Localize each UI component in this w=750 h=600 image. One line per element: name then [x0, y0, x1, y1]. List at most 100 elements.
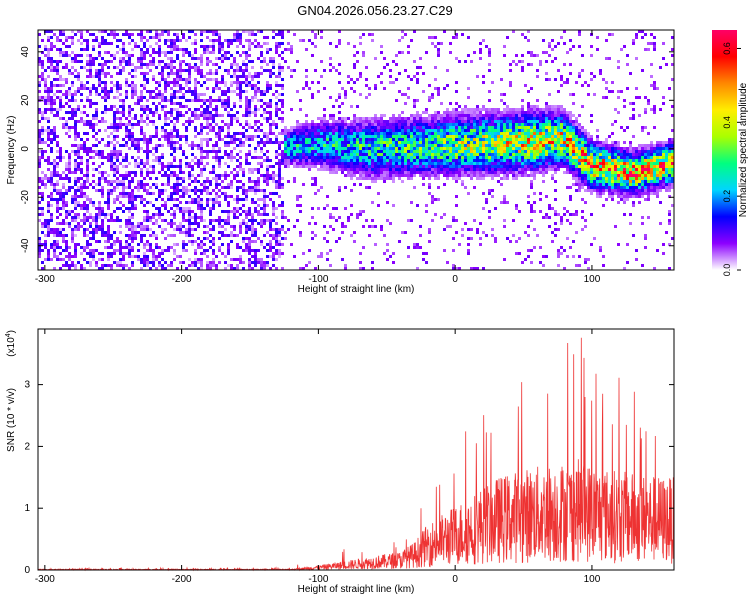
spectrogram-cell	[125, 159, 128, 162]
spectrogram-cell	[296, 219, 299, 222]
spectrogram-cell	[224, 84, 227, 87]
spectrogram-cell	[140, 129, 143, 132]
spectrogram-cell	[266, 171, 269, 174]
spectrogram-cell	[116, 84, 119, 87]
spectrogram-cell	[155, 156, 158, 159]
spectrogram-cell	[260, 54, 263, 57]
spectrogram-cell	[392, 153, 395, 156]
spectrogram-cell	[401, 123, 404, 126]
spectrogram-cell	[77, 39, 80, 42]
spectrogram-cell	[92, 39, 95, 42]
spectrogram-cell	[308, 132, 311, 135]
spectrogram-cell	[383, 147, 386, 150]
spectrogram-cell	[155, 255, 158, 258]
spectrogram-cell	[56, 171, 59, 174]
spectrogram-cell	[188, 189, 191, 192]
spectrogram-cell	[326, 147, 329, 150]
spectrogram-cell	[107, 213, 110, 216]
spectrogram-cell	[299, 132, 302, 135]
spectrogram-cell	[479, 57, 482, 60]
spectrogram-cell	[407, 150, 410, 153]
spectrogram-cell	[197, 108, 200, 111]
spectrogram-cell	[311, 126, 314, 129]
spectrogram-cell	[473, 165, 476, 168]
spectrogram-cell	[233, 213, 236, 216]
spectrogram-cell	[131, 177, 134, 180]
spectrogram-cell	[50, 30, 53, 33]
spectrogram-cell	[464, 171, 467, 174]
spectrogram-cell	[143, 75, 146, 78]
spectrogram-cell	[92, 144, 95, 147]
spectrogram-cell	[101, 138, 104, 141]
spectrogram-cell	[326, 195, 329, 198]
spectrogram-cell	[431, 150, 434, 153]
spectrogram-cell	[140, 258, 143, 261]
spectrogram-cell	[149, 219, 152, 222]
spectrogram-cell	[119, 93, 122, 96]
spectrogram-cell	[431, 126, 434, 129]
spectrogram-cell	[80, 177, 83, 180]
spectrogram-cell	[263, 189, 266, 192]
spectrogram-cell	[95, 75, 98, 78]
spectrogram-cell	[155, 186, 158, 189]
spectrogram-cell	[272, 234, 275, 237]
spectrogram-cell	[413, 117, 416, 120]
spectrogram-cell	[347, 144, 350, 147]
spectrogram-cell	[392, 177, 395, 180]
spectrogram-cell	[161, 30, 164, 33]
spectrogram-cell	[365, 156, 368, 159]
spectrogram-cell	[98, 78, 101, 81]
spectrogram-cell	[437, 48, 440, 51]
spectrogram-cell	[254, 228, 257, 231]
spectrogram-cell	[149, 171, 152, 174]
spectrogram-cell	[149, 111, 152, 114]
spectrogram-cell	[311, 141, 314, 144]
spectrogram-cell	[119, 57, 122, 60]
spectrogram-cell	[290, 144, 293, 147]
spectrogram-cell	[374, 165, 377, 168]
spectrogram-cell	[338, 162, 341, 165]
spectrogram-cell	[467, 147, 470, 150]
spectrogram-cell	[482, 108, 485, 111]
spectrogram-cell	[116, 87, 119, 90]
spectrogram-cell	[455, 153, 458, 156]
spectrogram-cell	[245, 192, 248, 195]
spectrogram-cell	[146, 264, 149, 267]
spectrogram-cell	[206, 201, 209, 204]
spectrogram-cell	[104, 171, 107, 174]
spectrogram-cell	[68, 159, 71, 162]
spectrogram-cell	[338, 189, 341, 192]
spectrogram-cell	[257, 72, 260, 75]
spectrogram-cell	[401, 120, 404, 123]
spectrogram-cell	[116, 39, 119, 42]
spectrogram-cell	[335, 207, 338, 210]
spectrogram-cell	[224, 174, 227, 177]
spectrogram-cell	[164, 30, 167, 33]
spectrogram-cell	[65, 210, 68, 213]
spectrogram-cell	[398, 177, 401, 180]
spectrogram-cell	[332, 135, 335, 138]
spectrogram-cell	[38, 120, 41, 123]
spectrogram-cell	[218, 147, 221, 150]
spectrogram-cell	[272, 255, 275, 258]
spectrogram-cell	[104, 51, 107, 54]
spectrogram-cell	[152, 96, 155, 99]
spectrogram-cell	[305, 144, 308, 147]
spectrogram-cell	[443, 138, 446, 141]
spectrogram-cell	[197, 204, 200, 207]
spectrogram-cell	[398, 114, 401, 117]
spectrogram-cell	[89, 147, 92, 150]
spectrogram-cell	[131, 201, 134, 204]
spectrogram-cell	[134, 171, 137, 174]
spectrogram-cell	[197, 198, 200, 201]
spectrogram-cell	[323, 120, 326, 123]
spectrogram-cell	[146, 261, 149, 264]
spectrogram-cell	[236, 186, 239, 189]
spectrogram-cell	[296, 165, 299, 168]
spectrogram-cell	[212, 252, 215, 255]
spectrogram-cell	[134, 231, 137, 234]
spectrogram-cell	[437, 90, 440, 93]
spectrogram-cell	[191, 114, 194, 117]
spectrogram-cell	[353, 141, 356, 144]
spectrogram-cell	[188, 36, 191, 39]
